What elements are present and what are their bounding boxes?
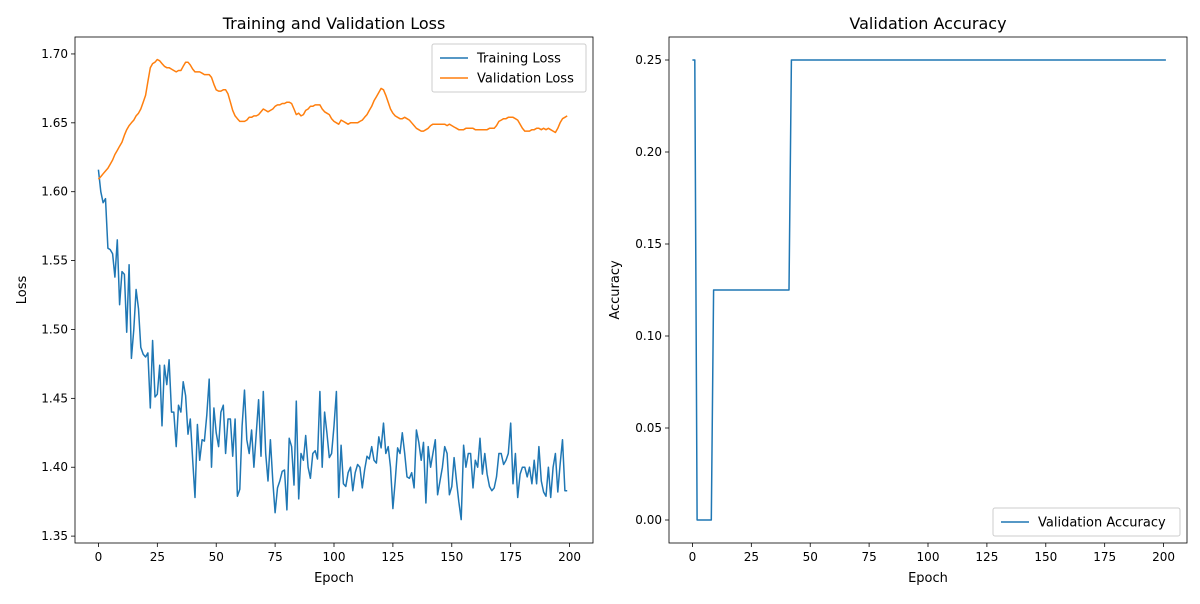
x-tick-label: 150: [440, 550, 463, 564]
series-line-validation-accuracy: [692, 59, 1166, 521]
y-tick-label: 0.15: [635, 237, 662, 251]
x-tick-label: 175: [499, 550, 522, 564]
x-tick-label: 50: [803, 550, 818, 564]
x-tick-label: 125: [975, 550, 998, 564]
x-tick-label: 0: [689, 550, 697, 564]
y-tick-label: 1.65: [41, 116, 68, 130]
y-tick-label: 1.55: [41, 254, 68, 268]
y-tick-label: 0.20: [635, 145, 662, 159]
x-tick-label: 25: [150, 550, 165, 564]
axes-frame: [74, 36, 594, 544]
x-tick-label: 50: [209, 550, 224, 564]
accuracy-chart: Validation Accuracy Epoch Accuracy 0 25 50…: [608, 14, 1188, 586]
legend-box: [992, 507, 1181, 537]
legend-label: Training Loss: [476, 52, 561, 67]
loss-chart: Training and Validation Loss Epoch Loss …: [15, 14, 594, 586]
y-tick-label: 0.00: [635, 513, 662, 527]
y-tick-label: 1.50: [41, 322, 68, 336]
x-tick-label: 25: [744, 550, 759, 564]
y-axis-label: Loss: [15, 276, 30, 305]
x-tick-label: 125: [381, 550, 404, 564]
chart-title: Validation Accuracy: [849, 14, 1006, 33]
legend-label: Validation Accuracy: [1038, 516, 1166, 531]
x-tick-label: 100: [917, 550, 940, 564]
y-axis-label: Accuracy: [608, 260, 623, 320]
x-tick-label: 0: [95, 550, 103, 564]
y-tick-label: 1.35: [41, 529, 68, 543]
x-tick-label: 200: [1152, 550, 1175, 564]
series-line-training-loss: [97, 169, 568, 521]
y-tick-label: 0.25: [635, 53, 662, 67]
legend: Training Loss Validation Loss: [431, 43, 587, 93]
y-tick-label: 1.60: [41, 185, 68, 199]
x-axis-label: Epoch: [314, 571, 354, 586]
x-tick-label: 150: [1034, 550, 1057, 564]
y-tick-label: 0.05: [635, 421, 662, 435]
y-tick-label: 1.45: [41, 391, 68, 405]
x-tick-label: 75: [861, 550, 876, 564]
chart-title: Training and Validation Loss: [222, 14, 446, 33]
legend-box: [431, 43, 587, 93]
y-tick-label: 0.10: [635, 329, 662, 343]
x-axis-label: Epoch: [908, 571, 948, 586]
legend: Validation Accuracy: [992, 507, 1181, 537]
x-tick-label: 100: [323, 550, 346, 564]
legend-label: Validation Loss: [477, 72, 574, 87]
y-tick-label: 1.40: [41, 460, 68, 474]
series-line-validation-loss: [97, 58, 568, 180]
x-tick-label: 75: [267, 550, 282, 564]
x-tick-label: 200: [558, 550, 581, 564]
y-tick-label: 1.70: [41, 47, 68, 61]
x-tick-label: 175: [1093, 550, 1116, 564]
